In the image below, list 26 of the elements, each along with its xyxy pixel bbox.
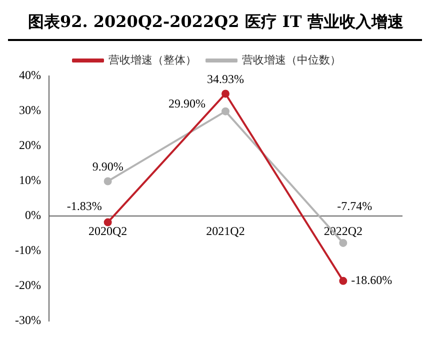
x-tick-label: 2021Q2 (206, 224, 245, 238)
point (104, 218, 112, 226)
y-tick-label: -10% (14, 243, 41, 258)
y-tick-label: -30% (14, 312, 41, 327)
point (221, 90, 230, 98)
x-tick-label: 2022Q2 (324, 224, 362, 238)
legend-label: 营收增速（中位数） (242, 53, 341, 66)
y-tick-label: 10% (18, 173, 41, 188)
point (104, 177, 112, 186)
data-label: 9.90% (92, 159, 124, 174)
y-tick-label: -20% (14, 278, 41, 292)
point (339, 276, 348, 285)
point (339, 238, 348, 247)
data-label: -18.60% (351, 273, 392, 288)
data-label: -7.74% (337, 199, 372, 214)
y-tick-label: 40% (18, 68, 41, 82)
point (221, 107, 230, 116)
data-label: -1.83% (66, 199, 102, 214)
data-label: 34.93% (206, 72, 244, 86)
legend-label: 营收增速（整体） (108, 53, 196, 66)
y-tick-label: 20% (18, 138, 41, 152)
y-tick-label: 0% (24, 208, 41, 222)
x-tick-label: 2020Q2 (88, 224, 128, 238)
data-label: 29.90% (168, 96, 206, 110)
chart-title: 图表92. 2020Q2-2022Q2 医疗 IT 营业收入增速 (8, 8, 422, 41)
y-tick-label: 30% (18, 103, 41, 118)
